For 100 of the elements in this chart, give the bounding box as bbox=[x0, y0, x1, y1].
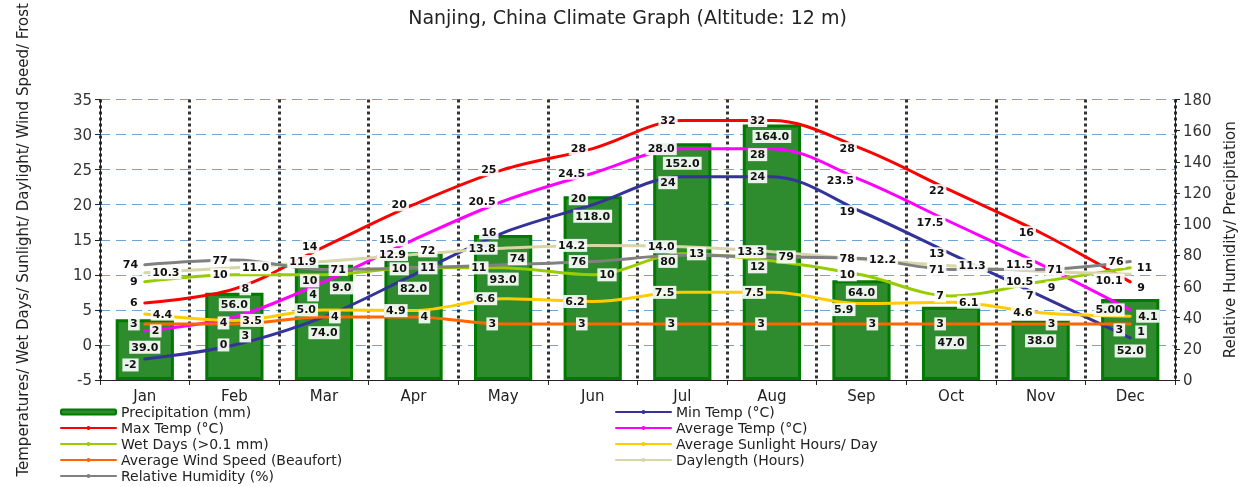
y-tick-label: 15 bbox=[72, 230, 92, 249]
x-tick-label: May bbox=[487, 386, 519, 405]
data-label: 10 bbox=[212, 268, 229, 282]
legend-label: Average Temp (°C) bbox=[676, 420, 808, 436]
data-label: -2 bbox=[124, 358, 137, 372]
data-label: 79 bbox=[778, 250, 794, 264]
data-label: 20 bbox=[570, 192, 587, 206]
data-label: 19 bbox=[839, 205, 855, 219]
data-label: 3 bbox=[868, 317, 877, 331]
data-label: 72 bbox=[420, 244, 436, 258]
y2-tick-label: 40 bbox=[1183, 308, 1203, 327]
data-label: 8 bbox=[241, 282, 250, 296]
data-label: 82.0 bbox=[399, 281, 428, 295]
data-label: 3 bbox=[241, 329, 250, 343]
data-label: 3 bbox=[1115, 323, 1124, 337]
data-label: 6 bbox=[130, 296, 139, 310]
data-label: 4 bbox=[420, 310, 429, 324]
x-tick-label: Jan bbox=[132, 386, 157, 405]
data-label: 10 bbox=[599, 268, 616, 282]
data-label: 11.9 bbox=[289, 255, 317, 269]
x-tick-label: Feb bbox=[221, 386, 248, 405]
data-label: 164.0 bbox=[754, 130, 790, 144]
y2-axis-title: Relative Humidity/ Precipitation bbox=[1221, 121, 1240, 359]
data-label: 20 bbox=[391, 198, 408, 212]
x-tick-label: Apr bbox=[400, 386, 428, 405]
x-tick-label: Jun bbox=[579, 386, 605, 405]
data-label: 7.5 bbox=[744, 285, 764, 299]
y-tick-label: 25 bbox=[72, 160, 92, 179]
data-label: 9 bbox=[1047, 281, 1056, 295]
data-label: 118.0 bbox=[575, 209, 611, 223]
data-label: 6.2 bbox=[565, 294, 585, 308]
data-label: 3 bbox=[1047, 317, 1056, 331]
data-label: 16 bbox=[1018, 226, 1035, 240]
data-label: 28 bbox=[570, 142, 587, 156]
legend-label: Average Wind Speed (Beaufort) bbox=[121, 452, 343, 468]
data-label: 5.0 bbox=[296, 303, 317, 317]
data-label: 3 bbox=[936, 317, 944, 331]
data-label: 71 bbox=[1047, 262, 1063, 276]
data-label: 25 bbox=[481, 163, 497, 177]
data-label: 7 bbox=[936, 289, 944, 303]
data-label: 3 bbox=[130, 317, 138, 331]
x-tick-label: Sep bbox=[847, 386, 876, 405]
y2-tick-label: 100 bbox=[1183, 215, 1212, 234]
y-tick-label: -5 bbox=[77, 371, 92, 389]
data-label: 11 bbox=[420, 261, 436, 275]
data-label: 74 bbox=[509, 252, 526, 266]
data-label: 16 bbox=[481, 226, 497, 240]
data-label: 9 bbox=[130, 275, 138, 289]
data-label: 23.5 bbox=[826, 173, 854, 187]
data-label: 24 bbox=[660, 176, 676, 190]
data-label: 13 bbox=[688, 247, 705, 261]
data-label: 14.0 bbox=[647, 240, 676, 254]
y2-tick-label: 80 bbox=[1183, 246, 1203, 265]
x-tick-label: Dec bbox=[1115, 386, 1145, 405]
data-label: 10.3 bbox=[152, 266, 180, 280]
y2-tick-label: 60 bbox=[1183, 277, 1203, 296]
data-label: 10 bbox=[391, 262, 408, 276]
data-label: 7.5 bbox=[654, 285, 675, 299]
data-label: 24.5 bbox=[558, 166, 586, 180]
data-label: 3 bbox=[757, 317, 765, 331]
data-label: 1 bbox=[1137, 325, 1145, 339]
data-label: 71 bbox=[929, 262, 945, 276]
data-label: 11.5 bbox=[1005, 257, 1034, 271]
data-label: 28 bbox=[749, 148, 766, 162]
data-label: 74.0 bbox=[310, 326, 338, 340]
data-label: 3 bbox=[667, 317, 676, 331]
data-label: 76 bbox=[570, 255, 587, 269]
y2-tick-label: 160 bbox=[1183, 121, 1212, 140]
data-label: 38.0 bbox=[1027, 334, 1055, 348]
data-label: 12 bbox=[749, 260, 766, 274]
data-label: 64.0 bbox=[847, 285, 876, 299]
data-label: 11.0 bbox=[241, 261, 270, 275]
y-tick-label: 20 bbox=[72, 195, 92, 214]
data-label: 32 bbox=[749, 114, 766, 128]
data-label: 13.8 bbox=[468, 241, 496, 255]
data-label: 32 bbox=[660, 114, 676, 128]
data-label: 11 bbox=[1136, 261, 1153, 275]
data-label: 76 bbox=[1108, 255, 1124, 269]
data-label: 93.0 bbox=[489, 272, 518, 286]
legend-label: Precipitation (mm) bbox=[121, 404, 252, 420]
data-label: 4.6 bbox=[1013, 306, 1034, 320]
y2-tick-label: 20 bbox=[1183, 339, 1203, 358]
x-tick-label: Mar bbox=[309, 386, 339, 405]
data-label: 0 bbox=[219, 338, 228, 352]
data-label: 9.0 bbox=[331, 281, 352, 295]
data-label: 28 bbox=[839, 142, 855, 156]
legend-label: Daylength (Hours) bbox=[676, 452, 805, 468]
data-label: 78 bbox=[839, 251, 855, 265]
legend-label: Max Temp (°C) bbox=[121, 420, 224, 436]
data-label: 3.5 bbox=[242, 313, 262, 327]
data-label: 13.3 bbox=[737, 245, 765, 259]
legend-label: Wet Days (>0.1 mm) bbox=[121, 436, 269, 452]
data-label: 152.0 bbox=[664, 156, 701, 170]
y2-tick-label: 0 bbox=[1183, 371, 1193, 389]
data-label: 52.0 bbox=[1116, 344, 1145, 358]
data-label: 9 bbox=[1137, 281, 1145, 295]
data-label: 10.5 bbox=[1005, 274, 1034, 288]
data-label: 4.4 bbox=[152, 307, 173, 321]
data-label: 10 bbox=[839, 268, 856, 282]
data-label: 22 bbox=[929, 184, 945, 198]
